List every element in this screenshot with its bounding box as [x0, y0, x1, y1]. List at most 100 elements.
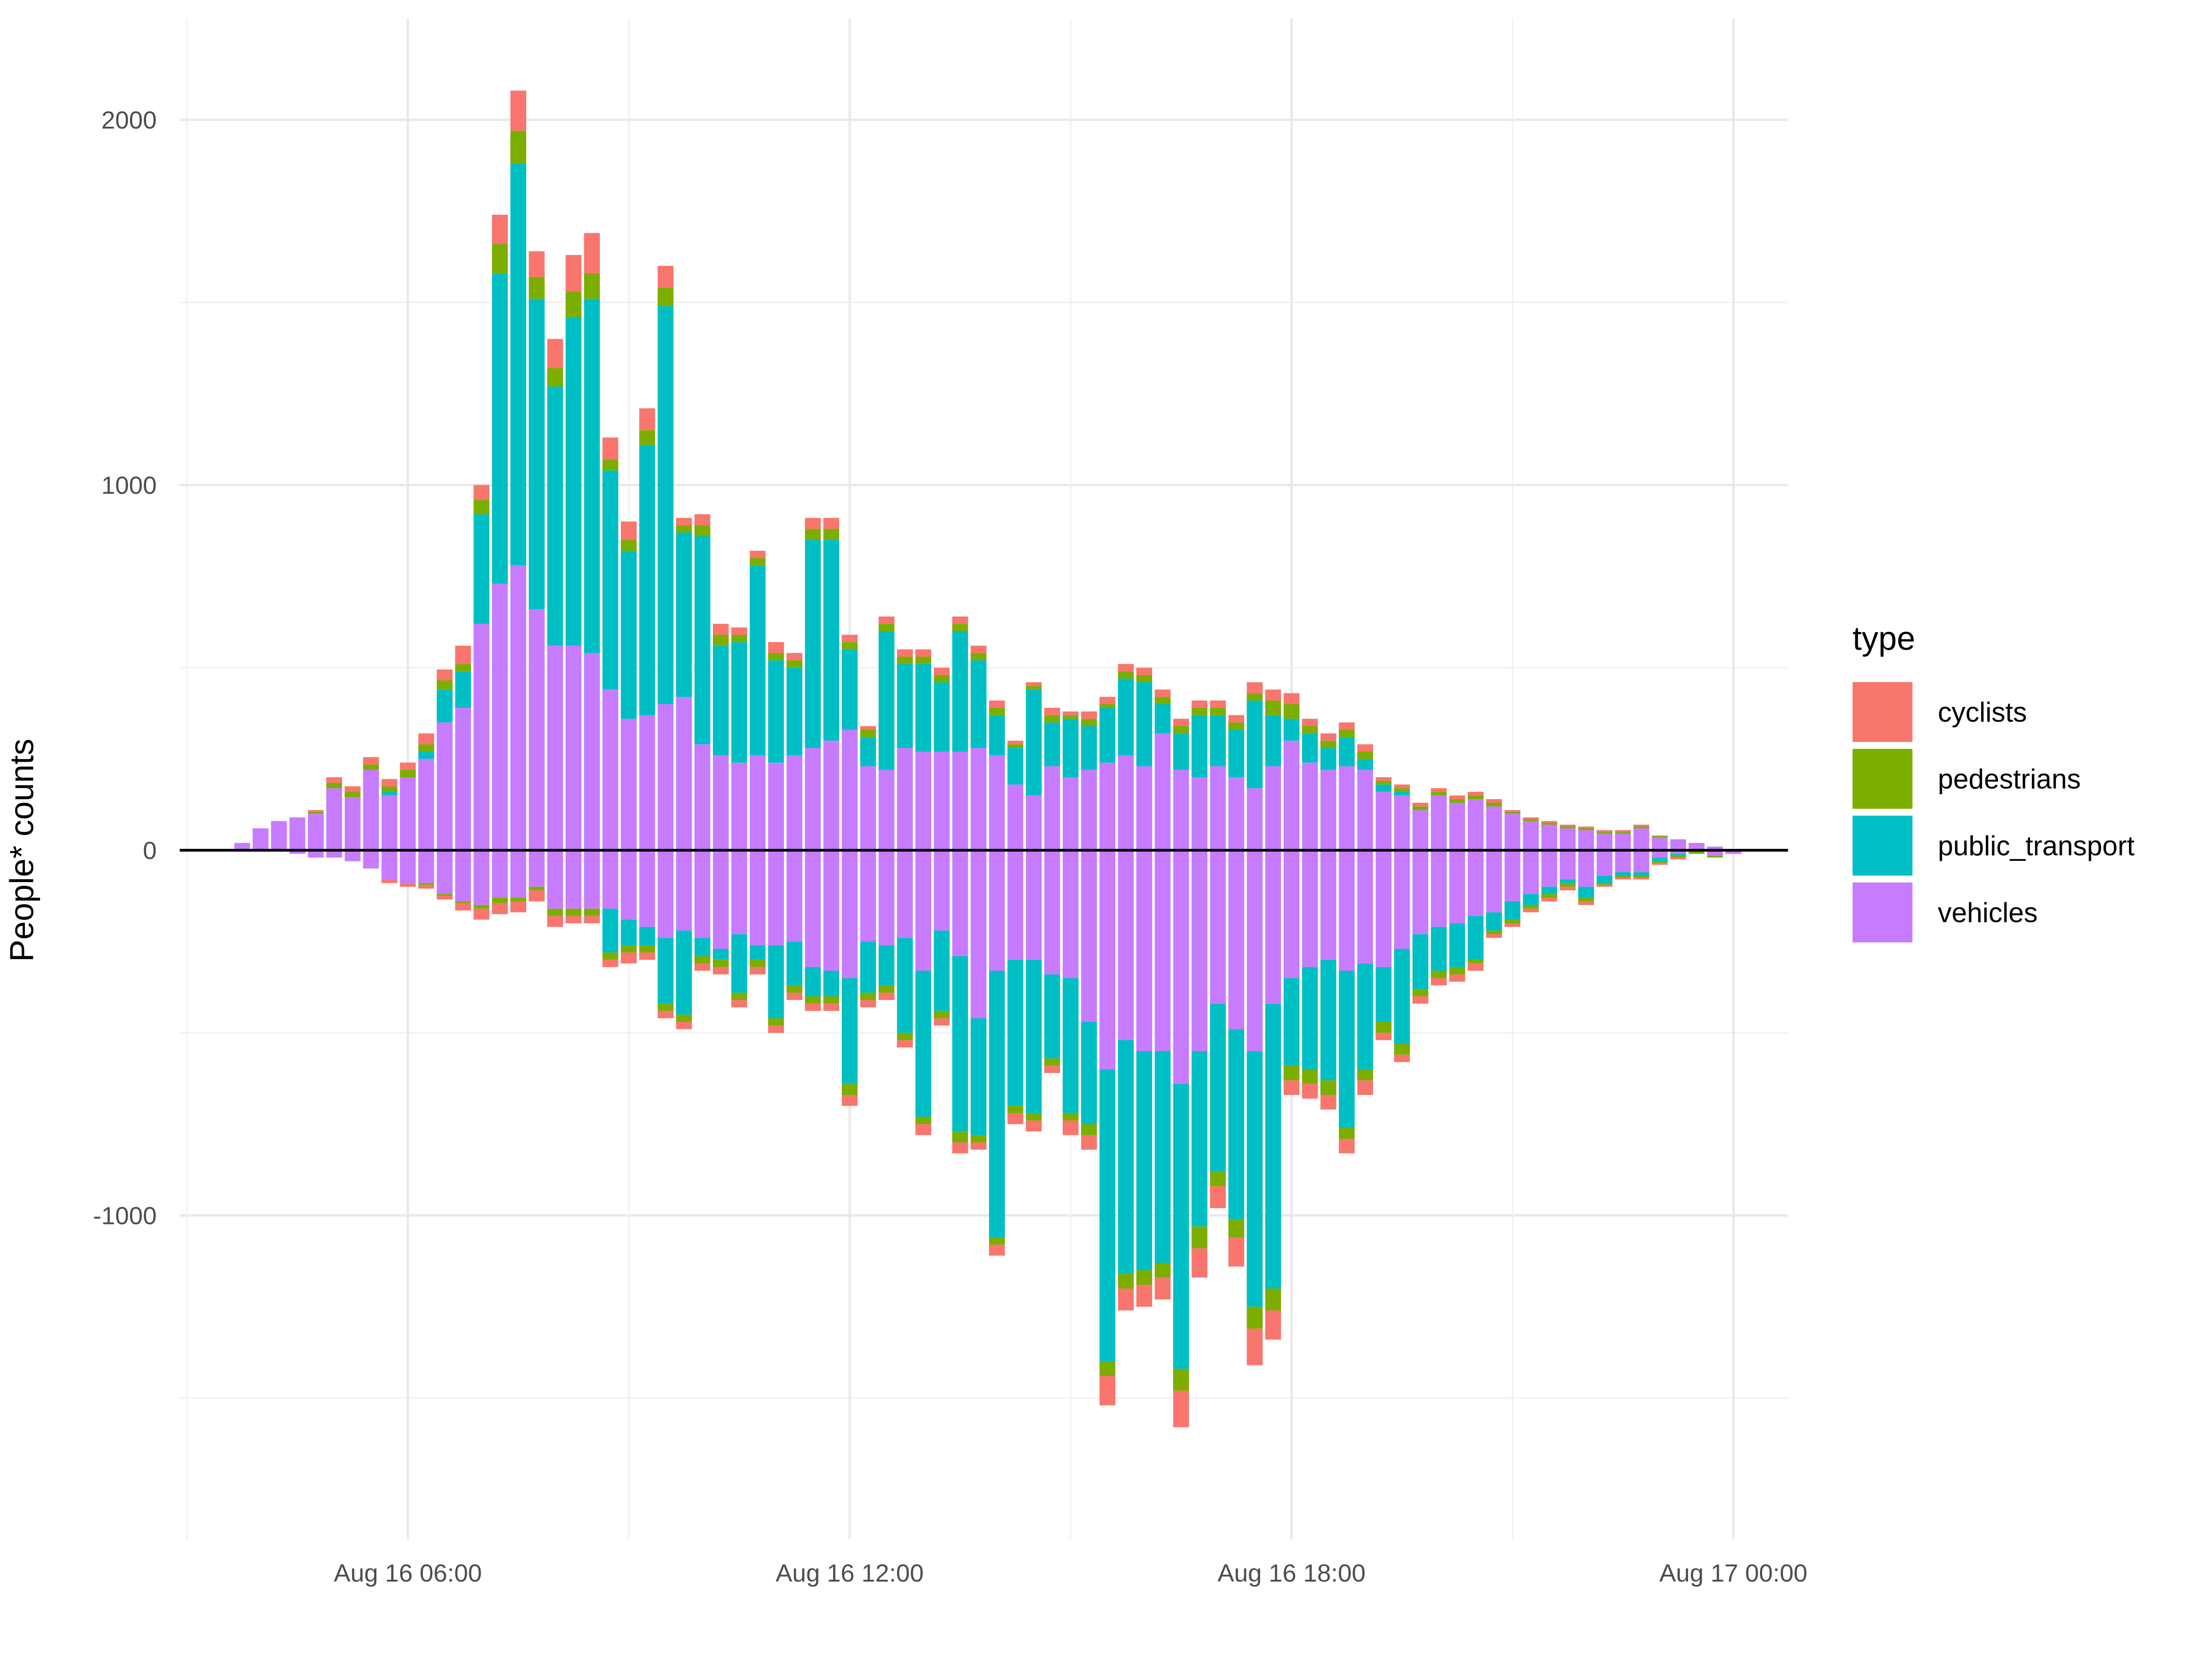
- bar-public-transport-in: [1247, 700, 1263, 788]
- bar-cyclists-in: [1467, 792, 1484, 796]
- bar-pedestrians-in: [768, 653, 784, 660]
- bar-cyclists-out: [1118, 1288, 1134, 1311]
- bar-public-transport-in: [1007, 748, 1024, 785]
- bar-cyclists-in: [989, 700, 1005, 708]
- bar-public-transport-in: [1118, 678, 1134, 755]
- bar-public-transport-in: [989, 715, 1005, 755]
- bar-vehicles-in: [749, 755, 766, 850]
- bar-vehicles-in: [1688, 843, 1705, 850]
- bar-pedestrians-out: [786, 985, 803, 993]
- bar-vehicles-in: [1652, 837, 1668, 850]
- bar-cyclists-in: [492, 215, 508, 244]
- bar-vehicles-in: [805, 748, 821, 850]
- bar-pedestrians-in: [418, 744, 435, 752]
- bar-pedestrians-out: [731, 993, 747, 1000]
- bar-pedestrians-out: [1449, 967, 1465, 975]
- bar-vehicles-out: [510, 850, 526, 898]
- bar-cyclists-in: [1523, 817, 1539, 819]
- bar-pedestrians-out: [878, 985, 894, 993]
- bar-vehicles-in: [897, 748, 913, 850]
- bar-vehicles-out: [1339, 850, 1355, 971]
- bar-vehicles-in: [989, 755, 1005, 850]
- bar-public-transport-out: [676, 930, 692, 1015]
- bar-cyclists-in: [952, 616, 968, 624]
- bar-cyclists-out: [786, 993, 803, 1000]
- bar-cyclists-out: [1670, 857, 1686, 859]
- bar-vehicles-in: [271, 821, 287, 850]
- bar-pedestrians-in: [786, 660, 803, 668]
- bar-cyclists-out: [381, 879, 398, 883]
- bar-pedestrians-out: [436, 894, 453, 896]
- bar-pedestrians-out: [1154, 1263, 1171, 1278]
- bar-cyclists-out: [639, 952, 655, 960]
- bar-vehicles-out: [1247, 850, 1263, 1051]
- bar-pedestrians-out: [565, 908, 582, 916]
- bar-cyclists-in: [1026, 682, 1042, 686]
- bar-vehicles-in: [1596, 834, 1612, 850]
- bar-cyclists-in: [1486, 799, 1502, 803]
- bar-pedestrians-in: [565, 291, 582, 317]
- bar-pedestrians-in: [1486, 802, 1502, 806]
- bar-pedestrians-out: [584, 908, 600, 916]
- bar-cyclists-out: [878, 993, 894, 1000]
- y-tick-label: 0: [143, 837, 157, 865]
- bar-cyclists-out: [1339, 1139, 1355, 1153]
- bar-public-transport-out: [952, 956, 968, 1132]
- bar-vehicles-out: [731, 850, 747, 935]
- bar-vehicles-out: [749, 850, 766, 946]
- bar-vehicles-in: [473, 624, 489, 850]
- bar-pedestrians-in: [1652, 835, 1668, 838]
- bar-cyclists-in: [860, 726, 876, 730]
- bar-cyclists-out: [989, 1244, 1005, 1256]
- bar-cyclists-out: [1228, 1237, 1244, 1267]
- bar-vehicles-out: [344, 850, 361, 861]
- bar-cyclists-in: [1615, 830, 1631, 832]
- bar-pedestrians-in: [1026, 686, 1042, 690]
- bar-public-transport-in: [1376, 784, 1392, 792]
- bar-pedestrians-in: [547, 368, 563, 387]
- bar-cyclists-in: [1136, 667, 1153, 675]
- bar-public-transport-in: [1265, 715, 1281, 766]
- bar-vehicles-in: [1136, 766, 1153, 850]
- bar-vehicles-in: [1394, 795, 1410, 850]
- bar-public-transport-out: [694, 938, 711, 956]
- bar-public-transport-out: [1504, 901, 1521, 920]
- bar-public-transport-in: [915, 664, 931, 752]
- bar-public-transport-in: [749, 565, 766, 755]
- bar-public-transport-out: [1044, 974, 1060, 1059]
- bar-vehicles-in: [768, 762, 784, 850]
- bar-cyclists-in: [1357, 744, 1373, 752]
- bar-public-transport-out: [1099, 1069, 1116, 1362]
- bar-public-transport-out: [1523, 894, 1539, 905]
- bar-public-transport-out: [1394, 948, 1410, 1044]
- bar-vehicles-out: [1467, 850, 1484, 916]
- bar-vehicles-in: [731, 762, 747, 850]
- bar-cyclists-out: [1578, 901, 1594, 905]
- bar-pedestrians-out: [418, 883, 435, 885]
- y-tick-labels: 2000 1000 0 -1000: [93, 106, 157, 1230]
- bar-pedestrians-in: [400, 770, 416, 777]
- bar-cyclists-out: [436, 896, 453, 900]
- bar-cyclists-in: [971, 646, 987, 653]
- bar-vehicles-out: [1118, 850, 1134, 1041]
- bar-vehicles-out: [860, 850, 876, 942]
- bar-vehicles-out: [1173, 850, 1189, 1084]
- bar-pedestrians-out: [658, 1003, 674, 1011]
- bar-cyclists-out: [934, 1018, 950, 1026]
- bar-pedestrians-out: [639, 945, 655, 953]
- bar-public-transport-out: [768, 945, 784, 1018]
- bar-pedestrians-in: [1633, 826, 1649, 829]
- bar-vehicles-in: [1118, 755, 1134, 850]
- bar-pedestrians-in: [676, 525, 692, 533]
- bar-pedestrians-in: [749, 558, 766, 565]
- bar-pedestrians-out: [1339, 1128, 1355, 1139]
- bar-vehicles-out: [1210, 850, 1226, 1004]
- bar-vehicles-in: [253, 828, 269, 850]
- bar-pedestrians-out: [1026, 1113, 1042, 1121]
- bar-public-transport-out: [602, 908, 618, 953]
- bar-cyclists-out: [1431, 978, 1447, 986]
- bar-pedestrians-in: [1504, 812, 1521, 814]
- bar-cyclists-in: [1247, 682, 1263, 694]
- bar-public-transport-out: [1063, 978, 1079, 1113]
- bar-vehicles-in: [418, 759, 435, 850]
